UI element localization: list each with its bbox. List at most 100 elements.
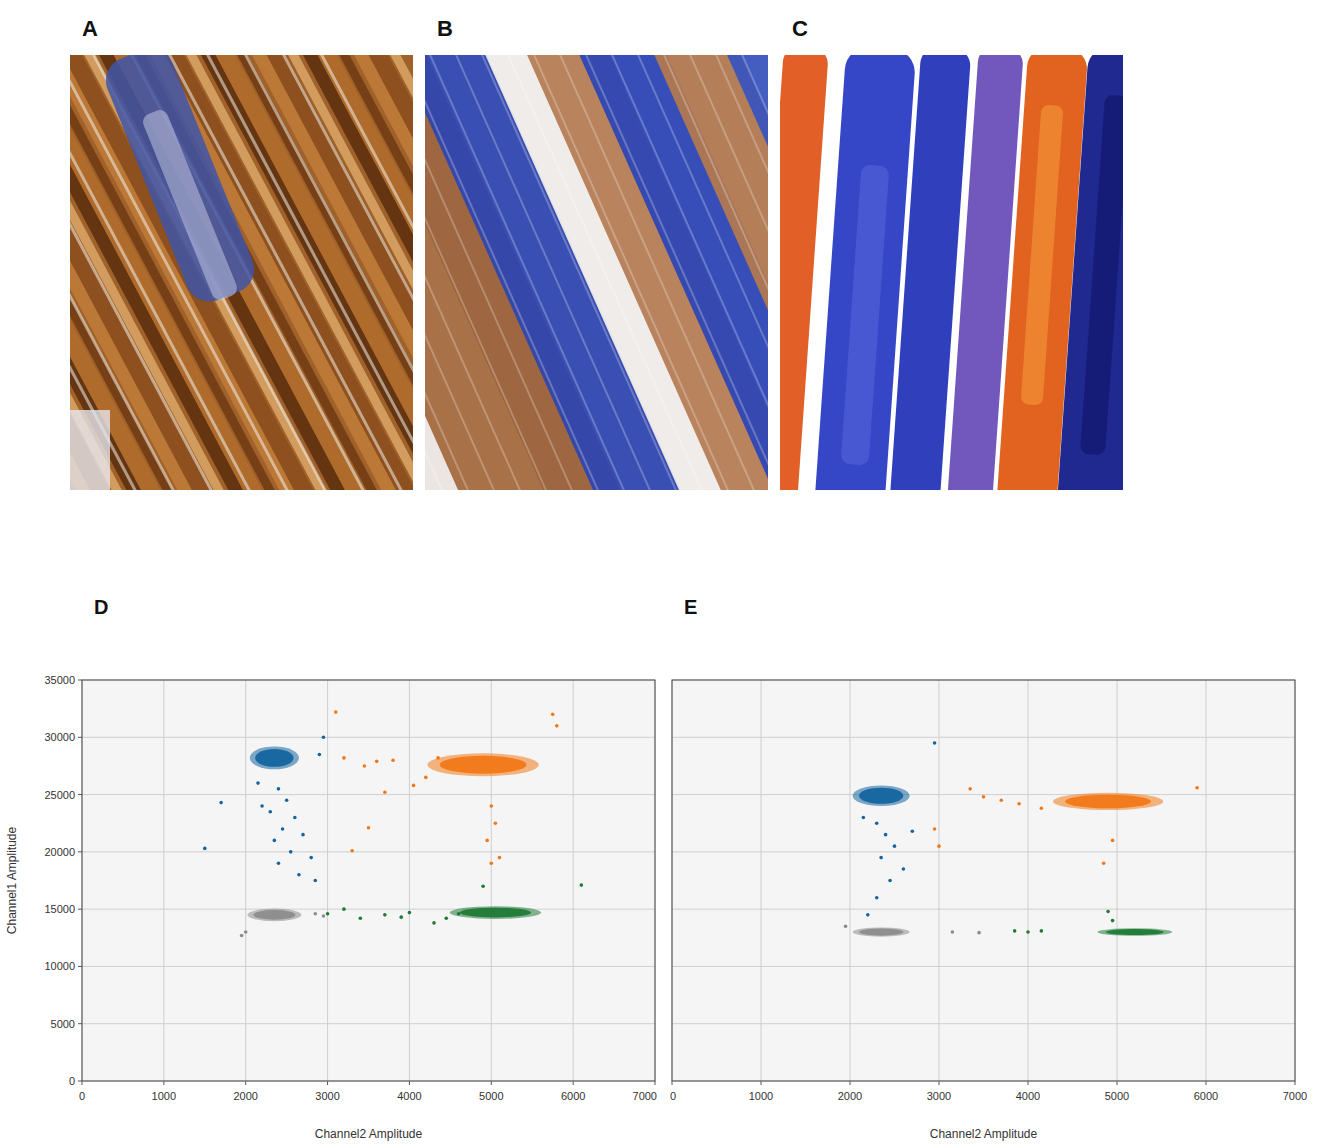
plot-background (82, 680, 655, 1081)
droplet (383, 913, 387, 917)
x-tick-label: 1000 (749, 1090, 773, 1102)
plot-frame (82, 680, 655, 1081)
tick-mark (78, 737, 82, 738)
droplet (982, 795, 986, 799)
tissue-fiber (230, 55, 413, 490)
droplet (893, 844, 897, 848)
panel-letter: E (684, 596, 697, 618)
droplet-cluster (1053, 793, 1163, 810)
droplet (432, 921, 436, 925)
grid-line (82, 1023, 655, 1024)
grid-line (672, 966, 1295, 967)
droplet (1106, 910, 1110, 914)
tissue-fiber (462, 55, 749, 490)
x-tick-label: 6000 (1194, 1090, 1218, 1102)
droplet (1013, 929, 1017, 933)
x-tick-label: 3000 (315, 1090, 339, 1102)
grid-line (491, 680, 492, 1081)
tissue-fiber (425, 55, 670, 490)
x-tick-label: 1000 (152, 1090, 176, 1102)
droplet (1017, 802, 1021, 806)
droplet (334, 710, 338, 714)
tissue-fiber (1056, 55, 1123, 490)
grid-line (82, 851, 655, 852)
droplet (888, 879, 892, 883)
droplet (1195, 786, 1199, 790)
tissue-fiber (306, 55, 413, 490)
x-axis-title: Channel2 Amplitude (315, 1127, 423, 1141)
droplet (309, 856, 313, 860)
droplet (256, 781, 260, 785)
droplet (412, 784, 416, 788)
droplet (383, 790, 387, 794)
x-tick-label: 0 (670, 1090, 676, 1102)
grid-line (409, 680, 410, 1081)
droplet (203, 847, 207, 851)
panel-letter: D (94, 596, 108, 618)
droplet (260, 804, 264, 808)
tissue-fiber (540, 55, 768, 490)
droplet (289, 850, 293, 854)
tissue-fiber (268, 55, 413, 490)
x-tick-label: 3000 (927, 1090, 951, 1102)
tissue-fiber (1080, 95, 1123, 456)
droplet-cluster-core (253, 910, 295, 920)
x-tick-label: 5000 (1105, 1090, 1129, 1102)
droplet (937, 844, 941, 848)
tick-mark (78, 680, 82, 681)
droplet (313, 879, 317, 883)
droplet (489, 862, 493, 866)
tick-mark (78, 851, 82, 852)
tick-mark (78, 966, 82, 967)
panel-letter: C (792, 16, 808, 41)
droplet (399, 915, 403, 919)
tick-mark (78, 1023, 82, 1024)
droplet (933, 741, 937, 745)
marks (203, 710, 583, 937)
grid-line (672, 909, 1295, 910)
tissue-fiber (425, 55, 566, 490)
grid-line (939, 680, 940, 1081)
x-tick-label: 7000 (633, 1090, 657, 1102)
tissue-fiber (696, 55, 768, 490)
droplet (875, 896, 879, 900)
micrograph (70, 55, 413, 490)
droplet-cluster (450, 906, 542, 919)
grid-line (82, 794, 655, 795)
droplet (580, 883, 584, 887)
droplet (933, 827, 937, 831)
y-tick-label: 15000 (44, 903, 75, 915)
figure: ABCD010002000300040005000600070000500010… (0, 0, 1321, 1148)
droplet (551, 713, 555, 717)
droplet-cluster-core (859, 928, 903, 935)
droplet-cluster (427, 753, 538, 776)
tick-mark (245, 1081, 246, 1085)
droplet (481, 884, 485, 888)
droplet-cluster-core (1106, 929, 1164, 935)
grid-line (672, 737, 1295, 738)
tick-mark (78, 794, 82, 795)
droplet (1040, 929, 1044, 933)
droplet (367, 826, 371, 830)
tissue-fiber (644, 55, 768, 490)
grid-line (573, 680, 574, 1081)
droplet (281, 827, 285, 831)
droplet (244, 930, 248, 934)
droplet (322, 735, 326, 739)
droplet (879, 856, 883, 860)
tick-mark (78, 909, 82, 910)
droplet (875, 821, 879, 825)
droplet (277, 787, 281, 791)
droplet (342, 756, 346, 760)
droplet (285, 799, 289, 803)
droplet (363, 764, 367, 768)
tick-mark (409, 1081, 410, 1085)
droplet (911, 829, 915, 833)
plot-background (672, 680, 1295, 1081)
grid-line (245, 680, 246, 1081)
y-axis-title: Channel1 Amplitude (5, 826, 19, 934)
y-tick-label: 35000 (44, 674, 75, 686)
tissue-fiber (592, 55, 768, 490)
tick-mark (761, 1081, 762, 1085)
droplet-cluster (853, 927, 910, 936)
